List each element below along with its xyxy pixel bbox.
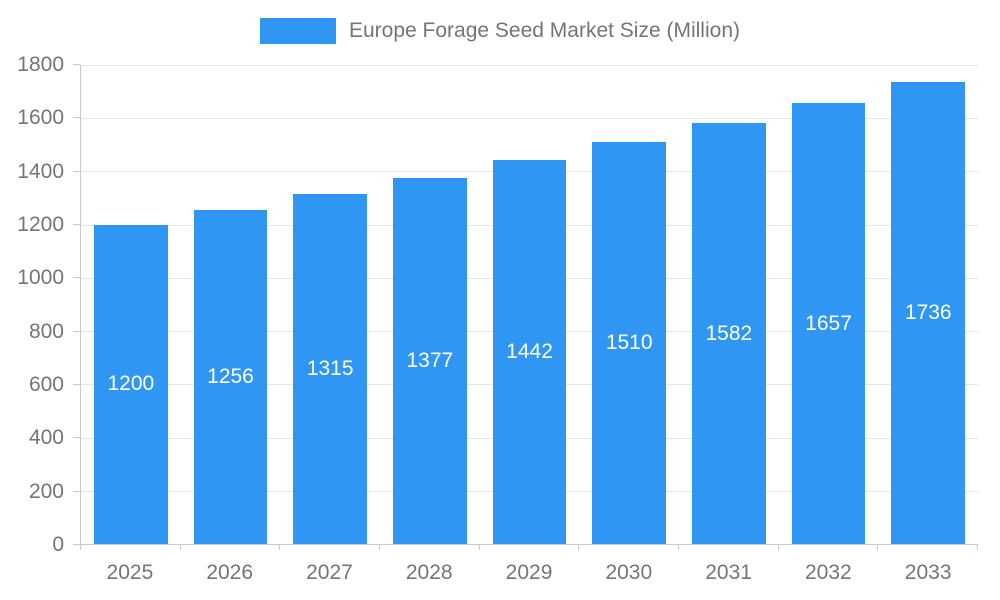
y-tick-mark xyxy=(73,330,80,332)
bar-slot: 1582 xyxy=(679,65,779,544)
bar-2027: 1315 xyxy=(293,194,368,544)
bar-slot: 1200 xyxy=(81,65,181,544)
gridline xyxy=(81,118,978,120)
x-tick-mark xyxy=(279,545,281,550)
x-tick-label: 2032 xyxy=(805,561,852,584)
bar-value-label: 1510 xyxy=(605,331,653,355)
plot-area: 1200 1256 1315 1377 1442 1510 1582 1657 1736 xyxy=(80,65,978,550)
bar-value-label: 1736 xyxy=(904,301,952,325)
x-tick-mark xyxy=(179,545,181,550)
bar-2032: 1657 xyxy=(791,103,866,544)
y-tick-label: 600 xyxy=(28,373,64,397)
legend-swatch xyxy=(259,18,336,44)
bar-value-label: 1377 xyxy=(406,348,454,372)
bar-slot: 1442 xyxy=(480,65,580,544)
bar-2029: 1442 xyxy=(492,160,567,544)
bar-value-label: 1315 xyxy=(306,357,354,381)
bar-value-label: 1582 xyxy=(705,321,753,345)
legend-label: Europe Forage Seed Market Size (Million) xyxy=(348,19,740,42)
x-tick-mark xyxy=(578,545,580,550)
bar-2030: 1510 xyxy=(592,142,667,544)
y-tick-mark xyxy=(73,224,80,226)
x-tick-mark xyxy=(877,545,879,550)
bar-value-label: 1657 xyxy=(805,311,852,335)
y-axis-labels: 0 200 400 600 800 1000 1200 1400 1600 1800 xyxy=(0,53,80,556)
bar-2031: 1582 xyxy=(691,123,766,544)
x-tick-label: 2029 xyxy=(505,561,553,584)
y-tick-mark xyxy=(73,170,80,172)
bar-slot: 1510 xyxy=(579,65,679,544)
x-tick-label: 2031 xyxy=(705,561,752,584)
y-tick-mark xyxy=(73,117,80,119)
bars: 1200 1256 1315 1377 1442 1510 1582 1657 1736 xyxy=(81,65,978,544)
y-tick-mark xyxy=(73,490,80,492)
y-tick-label: 1400 xyxy=(17,159,64,183)
bar-2033: 1736 xyxy=(891,82,966,544)
y-tick-mark xyxy=(73,64,80,65)
y-tick-label: 1600 xyxy=(17,106,64,130)
gridline xyxy=(81,65,978,66)
y-tick-label: 400 xyxy=(28,426,64,450)
bar-2025: 1200 xyxy=(93,224,168,544)
x-tick-mark xyxy=(478,545,480,550)
bar-value-label: 1442 xyxy=(506,340,553,364)
x-tick-label: 2033 xyxy=(904,561,952,584)
bar-slot: 1315 xyxy=(280,65,380,544)
x-tick-mark xyxy=(677,545,679,550)
bar-2028: 1377 xyxy=(392,177,467,544)
x-tick-mark xyxy=(80,545,81,550)
bar-value-label: 1200 xyxy=(107,372,155,396)
bar-slot: 1377 xyxy=(380,65,480,544)
y-tick-label: 1000 xyxy=(17,266,64,290)
y-tick-label: 1200 xyxy=(17,213,64,237)
y-tick-mark xyxy=(73,277,80,279)
x-tick-mark xyxy=(378,545,380,550)
bar-slot: 1736 xyxy=(878,65,978,544)
x-tick-label: 2028 xyxy=(405,561,453,584)
x-tick-label: 2026 xyxy=(206,561,254,584)
x-tick-mark xyxy=(977,545,978,550)
x-tick-label: 2025 xyxy=(106,561,154,584)
y-tick-label: 1800 xyxy=(17,53,64,76)
legend: Europe Forage Seed Market Size (Million) xyxy=(0,16,1000,46)
x-tick-mark xyxy=(777,545,779,550)
bar-slot: 1657 xyxy=(779,65,879,544)
bar-slot: 1256 xyxy=(181,65,281,544)
y-tick-label: 800 xyxy=(28,319,64,343)
bar-value-label: 1256 xyxy=(207,364,254,388)
y-tick-label: 200 xyxy=(28,479,64,503)
y-tick-mark xyxy=(73,384,80,386)
y-tick-mark xyxy=(73,544,80,545)
bar-2026: 1256 xyxy=(193,209,268,544)
x-axis-labels: 2025 2026 2027 2028 2029 2030 2031 2032 2033 xyxy=(80,552,978,594)
x-tick-label: 2030 xyxy=(605,561,653,584)
y-tick-mark xyxy=(73,437,80,439)
x-tick-label: 2027 xyxy=(306,561,353,584)
y-tick-label: 0 xyxy=(52,533,64,556)
